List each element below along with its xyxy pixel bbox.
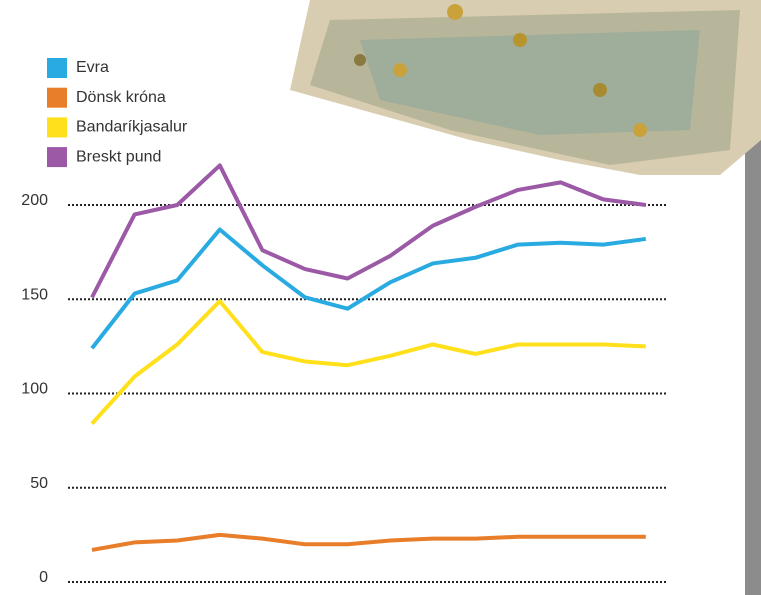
y-tick-label: 200 — [21, 192, 48, 209]
money-photo — [290, 0, 761, 175]
legend-swatch — [47, 58, 67, 78]
legend-label: Bandaríkjasalur — [76, 119, 188, 136]
y-tick-label: 50 — [30, 475, 48, 492]
legend-label: Evra — [76, 59, 109, 76]
page: 0 50 100 150 200 Evra Dönsk króna Bandaríkjasal… — [0, 0, 761, 595]
y-tick-label: 0 — [39, 569, 48, 586]
chart: 0 50 100 150 200 Evra Dönsk króna Bandaríkjasal… — [0, 0, 761, 595]
legend-swatch — [47, 117, 67, 137]
legend-label: Dönsk króna — [76, 89, 166, 106]
y-tick-label: 150 — [21, 286, 48, 303]
series-line — [92, 301, 646, 424]
y-tick-label: 100 — [21, 381, 48, 398]
legend-label: Breskt pund — [76, 148, 161, 165]
legend-swatch — [47, 147, 67, 167]
series-line — [92, 535, 646, 550]
series-line — [92, 230, 646, 349]
series-line — [92, 165, 646, 297]
legend-swatch — [47, 88, 67, 108]
